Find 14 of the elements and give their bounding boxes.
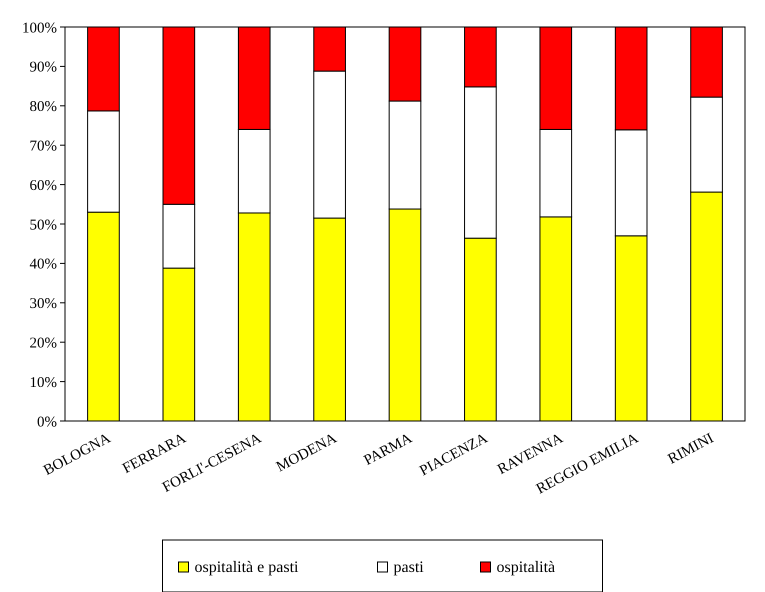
- y-tick-label: 40%: [30, 256, 57, 273]
- y-tick-label: 30%: [30, 296, 57, 312]
- y-tick-label: 100%: [22, 20, 57, 36]
- y-tick-label: 60%: [30, 178, 57, 194]
- y-tick-label: 50%: [30, 217, 57, 234]
- legend-label: ospitalità e pasti: [194, 559, 300, 576]
- legend-label: ospitalità: [496, 559, 556, 576]
- y-tick-label: 0%: [37, 414, 57, 430]
- y-tick-label: 10%: [30, 374, 57, 391]
- y-tick-label: 20%: [30, 335, 57, 352]
- y-tick-label: 80%: [30, 99, 57, 116]
- y-tick-label: 90%: [30, 60, 57, 76]
- legend-label: pasti: [394, 559, 424, 576]
- y-tick-label: 70%: [30, 138, 57, 154]
